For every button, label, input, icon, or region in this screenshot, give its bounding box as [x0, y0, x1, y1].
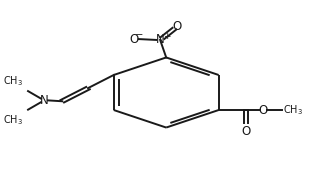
Text: −: − — [135, 30, 143, 40]
Text: N: N — [40, 94, 48, 107]
Text: O: O — [259, 104, 268, 117]
Text: +: + — [163, 32, 171, 41]
Text: O: O — [130, 33, 139, 46]
Text: O: O — [172, 20, 182, 33]
Text: CH$_3$: CH$_3$ — [3, 113, 23, 127]
Text: N: N — [156, 33, 165, 46]
Text: O: O — [241, 125, 250, 138]
Text: CH$_3$: CH$_3$ — [3, 74, 23, 88]
Text: CH$_3$: CH$_3$ — [283, 103, 303, 117]
